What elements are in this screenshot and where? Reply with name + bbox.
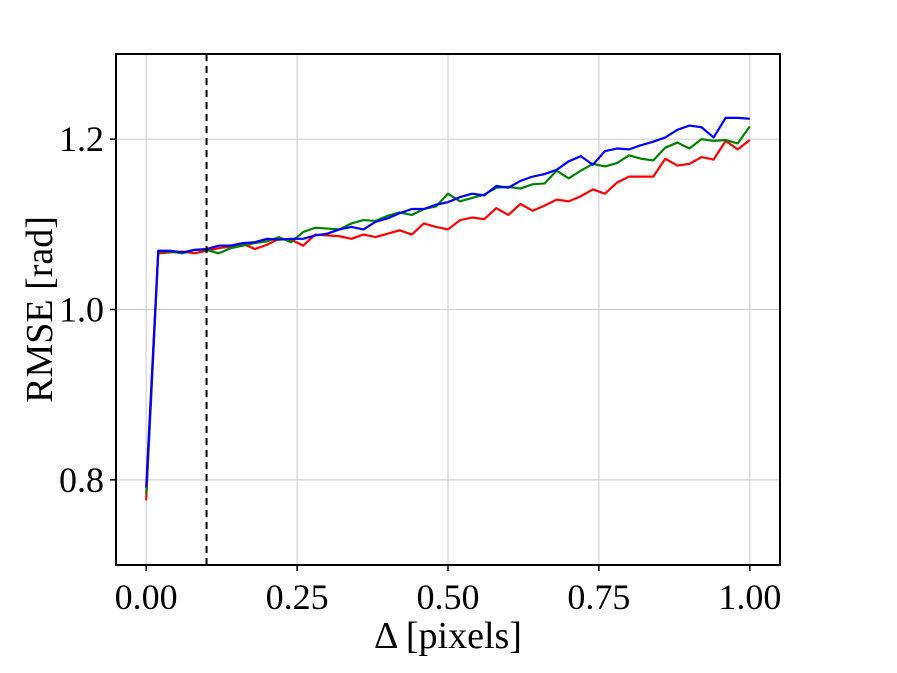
series-line-1 (145, 125, 751, 495)
y-tick-label-1: 1.0 (59, 290, 104, 330)
tick-layer: 0.00 0.25 0.50 0.75 1.00 0.8 1.0 1.2 (59, 119, 781, 617)
x-axis-label: Δ [pixels] (374, 615, 522, 657)
x-tick-label-1: 0.25 (266, 577, 329, 617)
x-tick-label-0: 0.00 (115, 577, 178, 617)
y-tick-label-0: 0.8 (59, 460, 104, 500)
grid-layer (116, 54, 780, 565)
series-layer (145, 116, 751, 501)
series-line-2 (145, 116, 750, 488)
y-tick-label-2: 1.2 (59, 119, 104, 159)
x-tick-label-4: 1.00 (718, 577, 781, 617)
x-tick-label-2: 0.50 (417, 577, 480, 617)
y-axis-label: RMSE [rad] (19, 216, 61, 403)
x-tick-label-3: 0.75 (567, 577, 630, 617)
